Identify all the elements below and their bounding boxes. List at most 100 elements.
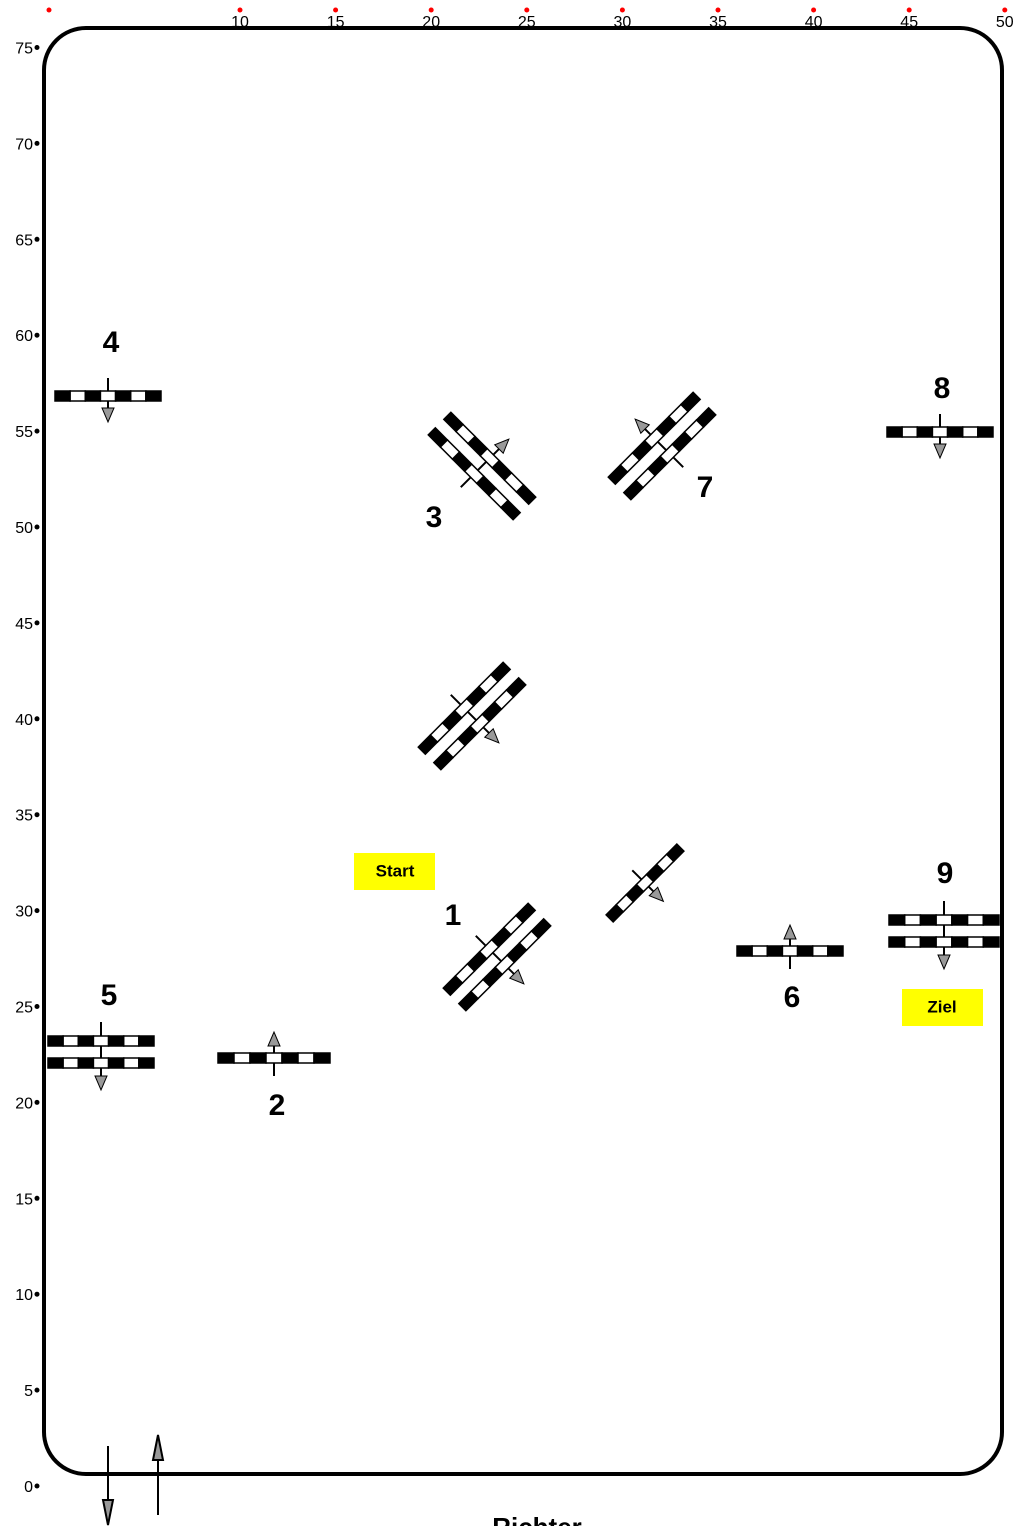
y-axis-label: 40 <box>15 712 33 729</box>
y-axis-label: 45 <box>15 616 33 633</box>
entry-arrows <box>101 1434 165 1526</box>
finish-box <box>902 989 983 1026</box>
pole-segment <box>77 1035 95 1047</box>
pole-segment <box>903 914 922 926</box>
obstacle-number: 1 <box>445 899 462 932</box>
x-axis-dot <box>619 7 625 13</box>
pole-segment <box>313 1052 331 1064</box>
y-axis-label: 0 <box>24 1479 33 1496</box>
pole-segment <box>530 917 552 940</box>
x-axis-label: 20 <box>422 14 440 31</box>
pole-segment <box>982 936 1000 948</box>
obstacle-number: 5 <box>101 979 118 1012</box>
pole-segment <box>951 936 969 948</box>
pole-segment <box>931 426 949 438</box>
y-axis-dot <box>34 620 40 626</box>
direction-arrow <box>94 1075 108 1092</box>
y-axis-dot <box>34 1099 40 1105</box>
pole-segment <box>888 936 906 948</box>
pole-segment <box>966 936 985 948</box>
y-axis-dot <box>34 140 40 146</box>
y-axis-label: 70 <box>15 136 33 153</box>
y-axis-label: 5 <box>24 1383 33 1400</box>
pole-segment <box>47 1035 64 1047</box>
direction-arrow <box>267 1030 281 1047</box>
y-axis-dot <box>34 908 40 914</box>
judge-label: Richter <box>492 1512 582 1526</box>
obstacle-number: 3 <box>426 501 443 534</box>
pole-segment <box>977 426 994 438</box>
pole-segment <box>505 676 527 699</box>
pole-segment <box>935 914 953 926</box>
pole-segment <box>92 1057 110 1069</box>
pole-segment <box>901 426 919 438</box>
obstacle <box>605 843 685 923</box>
obstacle <box>736 923 844 969</box>
obstacle <box>886 414 994 460</box>
pole-segment <box>69 390 87 402</box>
pole-segment <box>107 1035 125 1047</box>
x-axis-label: 10 <box>231 14 249 31</box>
y-axis-dot <box>34 1291 40 1297</box>
pole-segment <box>107 1057 125 1069</box>
pole-segment <box>77 1057 95 1069</box>
y-axis-label: 10 <box>15 1287 33 1304</box>
pole-segment <box>916 426 934 438</box>
pole-segment <box>888 914 906 926</box>
x-axis-dot <box>906 7 912 13</box>
pole-segment <box>982 914 1000 926</box>
direction-line <box>640 424 684 468</box>
pole-segment <box>92 1035 110 1047</box>
pole-segment <box>679 391 702 413</box>
arena <box>42 26 1004 1476</box>
pole-segment <box>499 499 522 521</box>
pole-segment <box>736 945 753 957</box>
obstacle-number: 6 <box>784 981 801 1014</box>
pole-segment <box>919 914 937 926</box>
x-axis-label: 15 <box>327 14 345 31</box>
pole-segment <box>665 843 685 863</box>
y-axis-label: 30 <box>15 904 33 921</box>
pole-segment <box>886 426 903 438</box>
pole-segment <box>903 936 922 948</box>
y-axis-label: 20 <box>15 1095 33 1112</box>
pole-segment <box>935 936 953 948</box>
pole-segment <box>766 945 784 957</box>
y-axis-label: 25 <box>15 1000 33 1017</box>
pole-segment <box>514 902 537 924</box>
y-axis-dot <box>34 1387 40 1393</box>
pole-segment <box>811 945 829 957</box>
direction-line <box>450 694 494 738</box>
pole-segment <box>122 1035 140 1047</box>
pole-segment <box>62 1035 80 1047</box>
obstacle <box>47 1022 155 1092</box>
obstacle-number: 2 <box>269 1089 286 1122</box>
obstacle <box>607 391 717 501</box>
x-axis-label: 35 <box>709 14 727 31</box>
pole-segment <box>281 1052 299 1064</box>
pole-segment <box>62 1057 80 1069</box>
pole-segment <box>695 406 717 429</box>
pole-segment <box>827 945 844 957</box>
direction-arrow <box>648 886 665 903</box>
y-axis-label: 75 <box>15 41 33 58</box>
y-axis-dot <box>34 1483 40 1489</box>
x-axis-dot <box>811 7 817 13</box>
obstacle-number: 9 <box>937 857 954 890</box>
x-axis-dot <box>524 7 530 13</box>
pole-segment <box>217 1052 235 1064</box>
direction-arrow <box>483 727 500 744</box>
x-axis-dot <box>46 7 52 13</box>
y-axis-dot <box>34 524 40 530</box>
direction-arrow <box>937 954 951 971</box>
obstacle <box>417 661 527 771</box>
pole-segment <box>515 483 537 506</box>
pole-segment <box>84 390 102 402</box>
pole-segment <box>47 1057 64 1069</box>
x-axis-dot <box>237 7 243 13</box>
y-axis-dot <box>34 236 40 242</box>
x-axis-dot <box>715 7 721 13</box>
pole-segment <box>122 1057 140 1069</box>
